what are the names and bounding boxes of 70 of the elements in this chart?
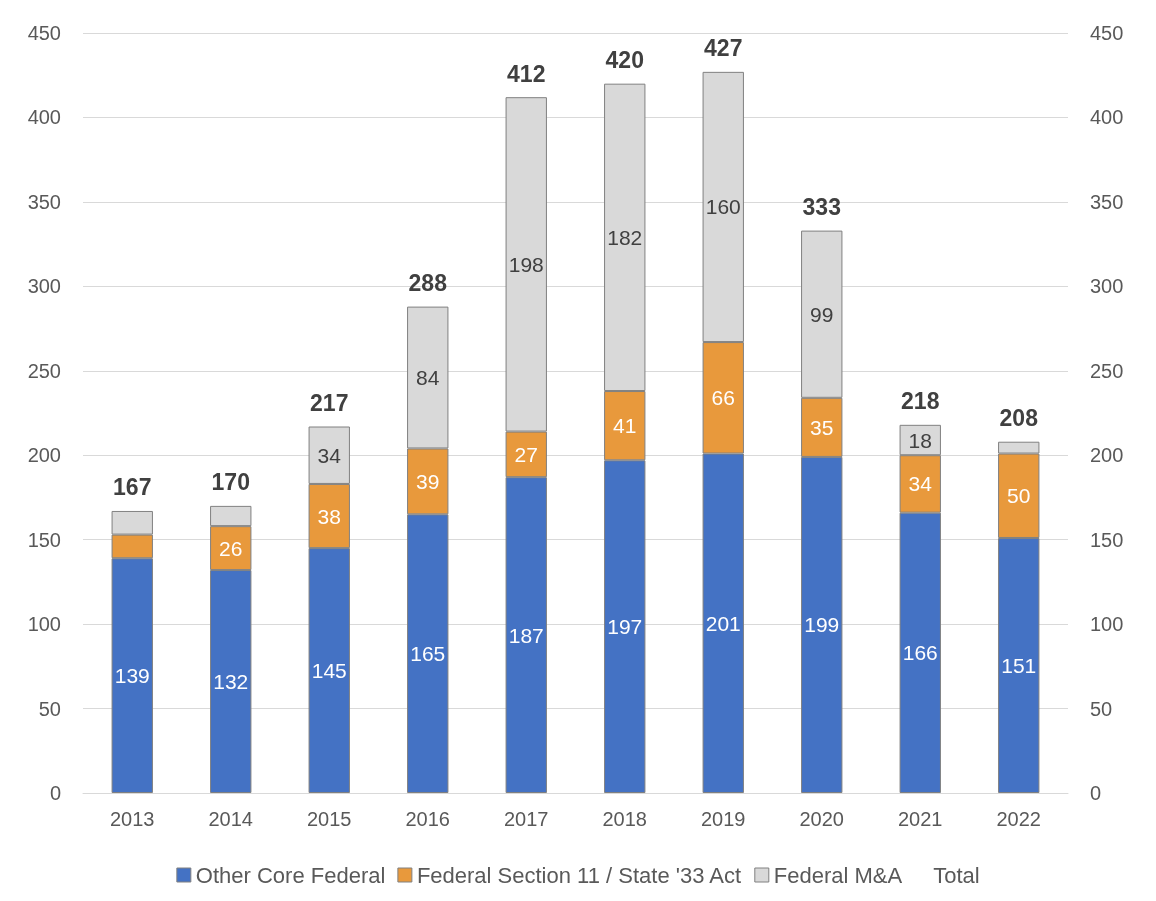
y2-tick-label: 0 [1090,782,1102,804]
data-label: 145 [311,659,347,683]
y-tick-label: 50 [38,697,61,720]
y2-tick-label: 350 [1090,190,1124,213]
data-label: 66 [711,386,735,410]
total-label: 170 [211,469,250,496]
y-tick-label: 250 [27,359,61,382]
x-tick-label: 2021 [898,808,943,830]
data-label: 199 [804,613,840,637]
data-label: 99 [810,302,834,326]
data-label: 197 [607,615,643,639]
total-label: 427 [704,35,743,62]
x-tick-label: 2015 [307,808,352,830]
text: Total [933,862,980,888]
total-label: 412 [507,60,546,87]
y2-tick-label: 450 [1090,22,1124,44]
y-tick-label: 100 [27,613,61,636]
x-tick-label: 2018 [602,808,647,830]
y-tick-label: 150 [27,528,61,551]
data-label: 38 [317,504,341,528]
total-label: 217 [310,390,349,417]
data-label: 151 [1001,653,1037,677]
y2-tick-label: 400 [1090,106,1124,129]
data-label: 50 [1007,484,1031,508]
x-tick-label: 2016 [405,808,450,830]
data-label: 160 [705,195,741,219]
data-label: 198 [508,252,544,276]
data-label: 34 [908,472,933,496]
data-label: 34 [317,443,342,467]
y2-tick-label: 300 [1090,275,1124,298]
y2-tick-label: 200 [1090,444,1124,467]
y2-tick-label: 50 [1090,697,1113,720]
data-label: 132 [213,670,249,694]
x-tick-label: 2014 [208,808,253,830]
y-tick-label: 0 [49,782,61,804]
legend-label: Other Core Federal [195,862,386,888]
y-tick-label: 350 [27,190,61,213]
x-tick-label: 2020 [799,808,844,830]
x-tick-label: 2017 [504,808,549,830]
legend-label: Federal M&A [773,862,903,888]
data-label: 165 [410,642,446,666]
data-label: 139 [114,664,150,688]
data-label: 41 [613,414,637,438]
total-label: 288 [408,270,448,297]
total-label: 333 [802,194,841,221]
data-label: 84 [416,366,440,390]
data-label: 35 [810,415,834,439]
data-label: 182 [607,225,643,249]
data-label: 201 [705,611,741,635]
x-tick-label: 2022 [996,808,1041,830]
total-label: 208 [999,405,1039,432]
x-tick-label: 2019 [701,808,746,830]
total-label: 420 [605,47,644,74]
data-label: 187 [508,623,544,647]
total-label: 167 [113,474,152,501]
data-label: 166 [902,641,938,665]
y2-tick-label: 100 [1090,613,1124,636]
data-label: 26 [219,536,243,560]
y2-tick-label: 150 [1090,528,1124,551]
y-tick-label: 300 [27,275,61,298]
y-tick-label: 450 [27,22,61,44]
data-label: 18 [908,428,932,452]
y-tick-label: 400 [27,106,61,129]
legend-label: Federal Section 11 / State '33 Act [416,862,742,888]
x-tick-label: 2013 [110,808,155,830]
data-label: 27 [514,442,538,466]
total-label: 218 [901,388,940,415]
y2-tick-label: 250 [1090,359,1124,382]
y-tick-label: 200 [27,444,61,467]
data-label: 39 [416,469,440,493]
